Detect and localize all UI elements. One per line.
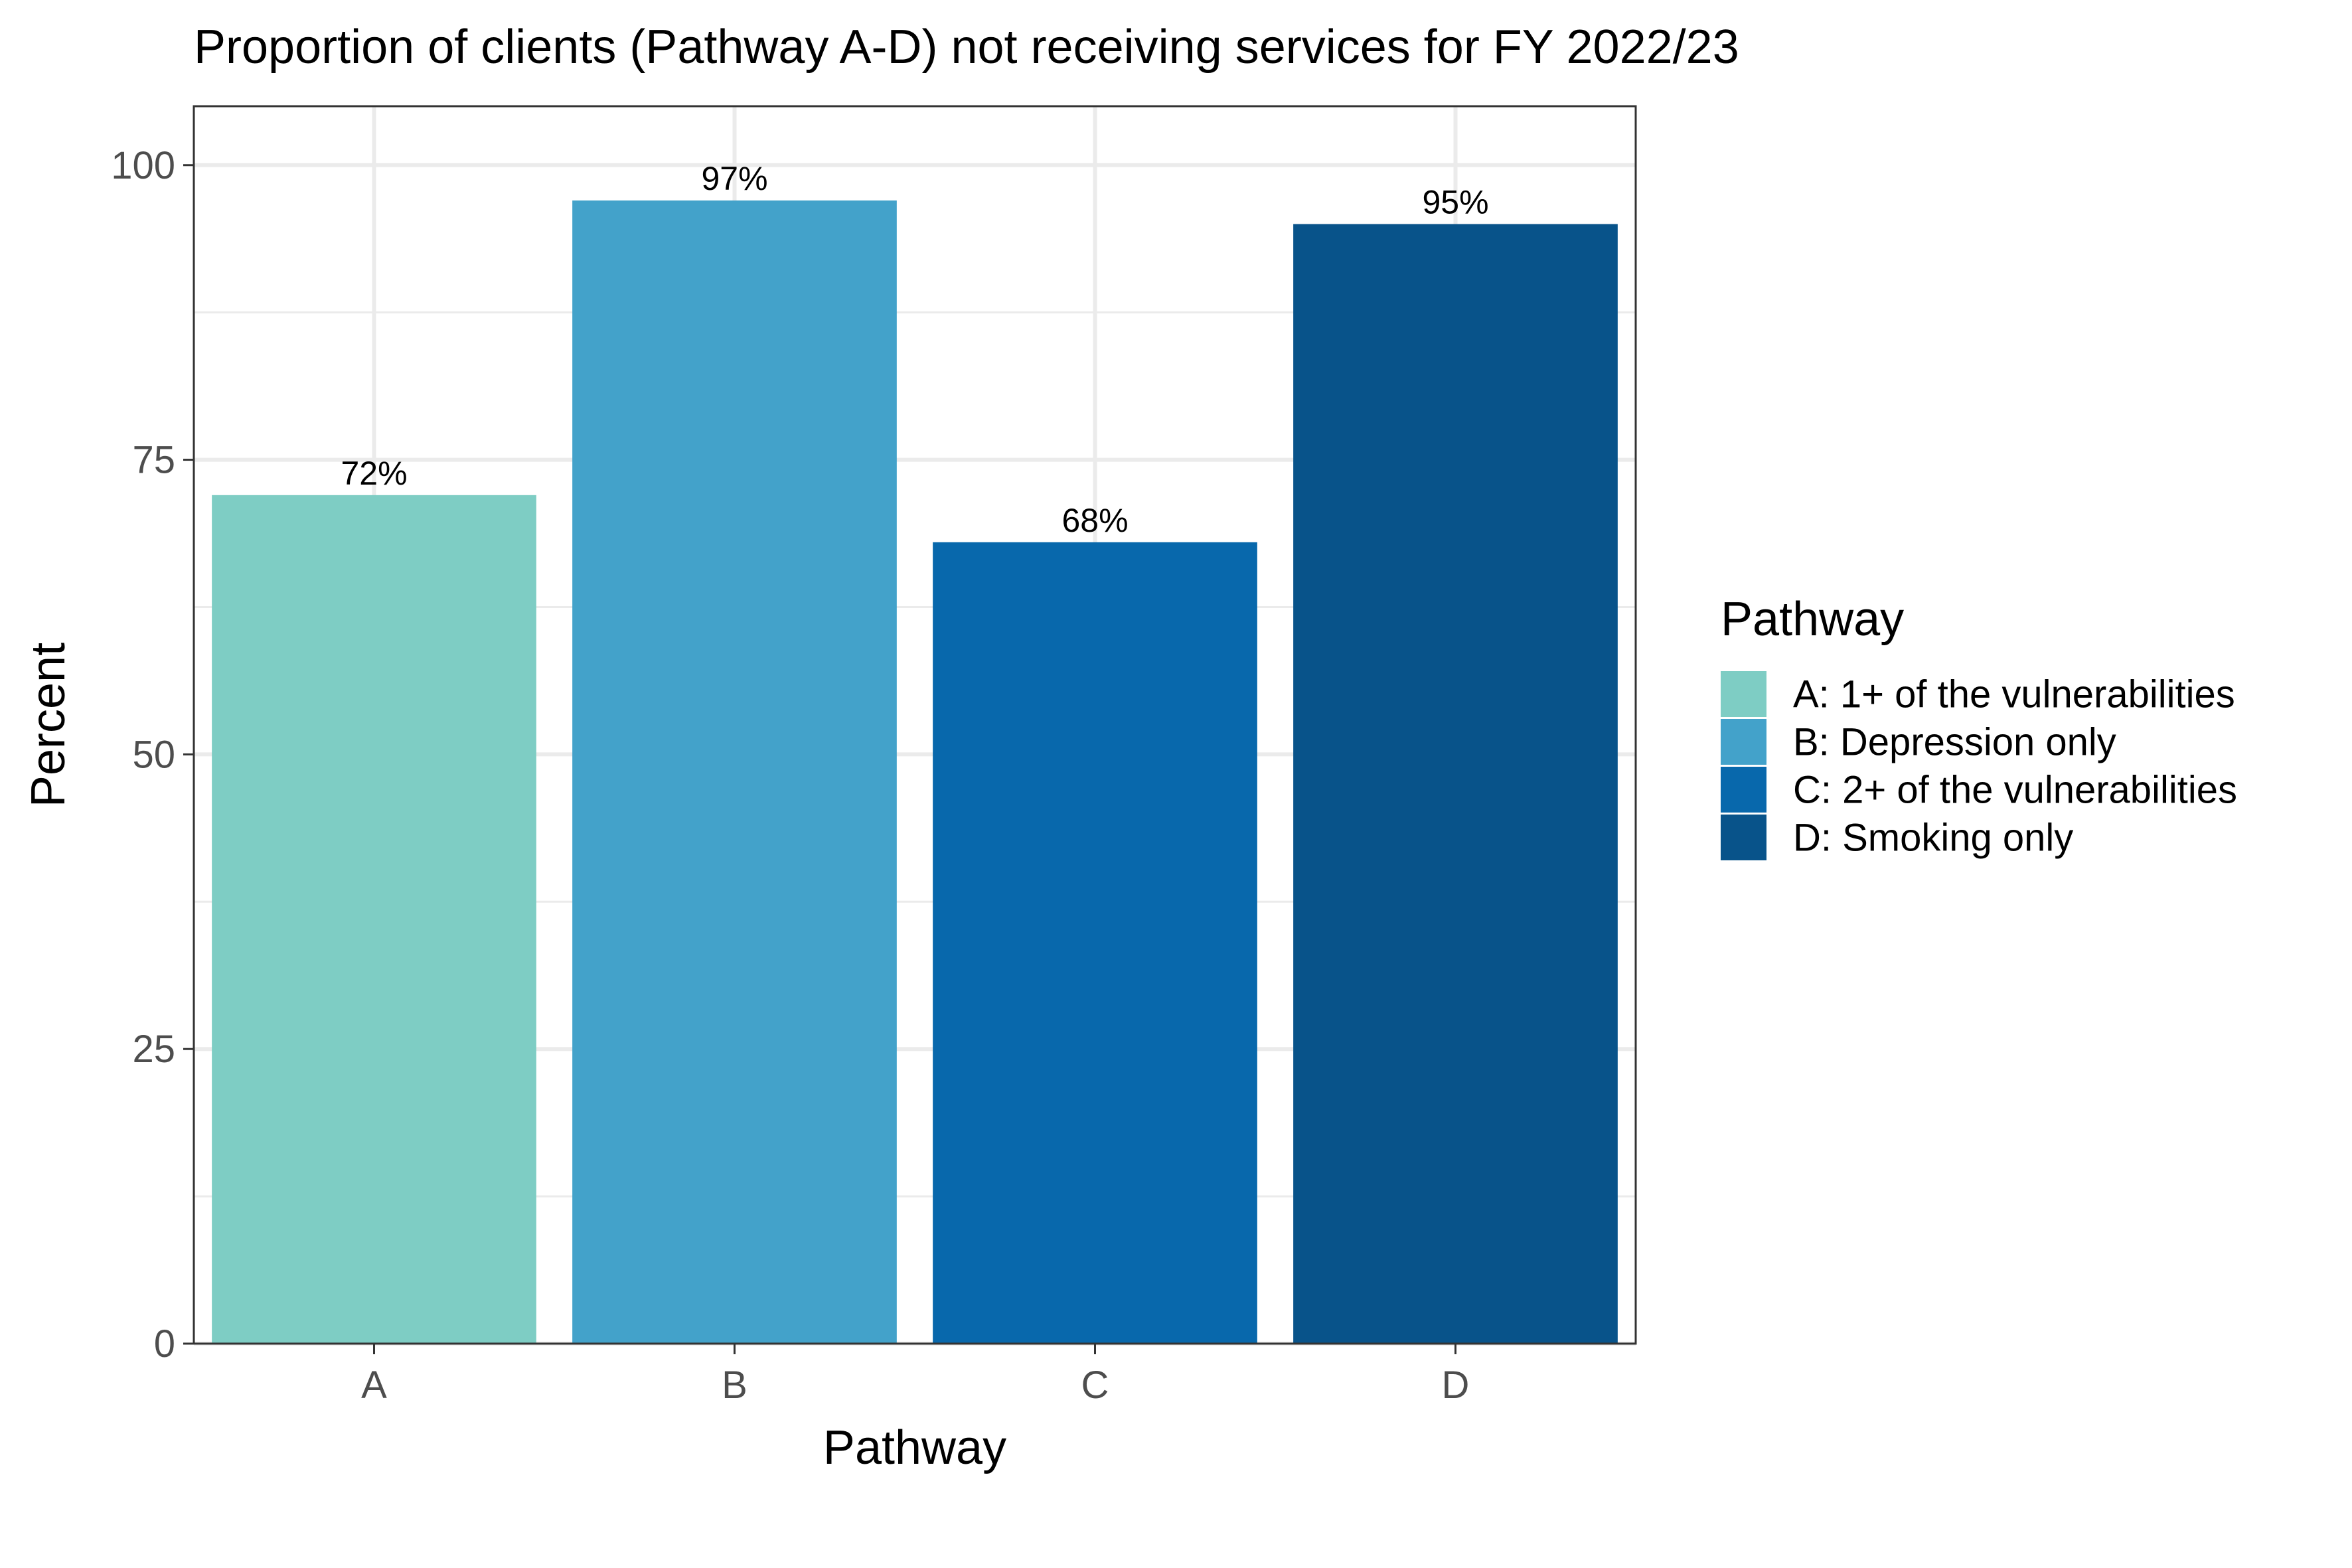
legend-title: Pathway <box>1721 593 1904 646</box>
y-axis: 0 25 50 75 100 <box>111 144 194 1366</box>
legend-key-A <box>1721 671 1766 717</box>
bar-C <box>933 542 1257 1344</box>
bar-A <box>212 495 536 1344</box>
legend-label-D: D: Smoking only <box>1793 817 2073 860</box>
x-axis: A B C D <box>361 1344 1469 1407</box>
y-tick-label: 75 <box>132 439 175 482</box>
legend-key-D <box>1721 815 1766 860</box>
bar-B <box>572 200 897 1344</box>
x-tick-label: B <box>722 1364 747 1407</box>
bars <box>212 200 1618 1344</box>
x-tick-label: C <box>1081 1364 1109 1407</box>
bar-labels: 72% 97% 68% 95% <box>341 160 1488 539</box>
y-axis-title: Percent <box>22 643 75 807</box>
x-tick-label: A <box>361 1364 387 1407</box>
bar-label-D: 95% <box>1422 184 1488 221</box>
x-axis-title: Pathway <box>823 1421 1006 1474</box>
legend: Pathway A: 1+ of the vulnerabilities B: D… <box>1721 593 2237 860</box>
plot-panel-border <box>193 105 1637 1345</box>
legend-label-A: A: 1+ of the vulnerabilities <box>1793 673 2235 716</box>
bar-label-A: 72% <box>341 455 407 492</box>
legend-label-B: B: Depression only <box>1793 721 2116 764</box>
y-tick-label: 0 <box>154 1322 175 1366</box>
legend-key-B <box>1721 719 1766 765</box>
bar-D <box>1293 224 1618 1344</box>
bar-label-C: 68% <box>1061 502 1128 539</box>
chart-title: Proportion of clients (Pathway A-D) not … <box>194 21 1739 74</box>
x-tick-label: D <box>1442 1364 1470 1407</box>
bar-label-B: 97% <box>701 160 767 197</box>
y-tick-label: 50 <box>132 733 175 776</box>
legend-key-C <box>1721 767 1766 813</box>
y-tick-label: 100 <box>111 144 175 187</box>
y-tick-label: 25 <box>132 1028 175 1071</box>
legend-label-C: C: 2+ of the vulnerabilities <box>1793 769 2237 812</box>
